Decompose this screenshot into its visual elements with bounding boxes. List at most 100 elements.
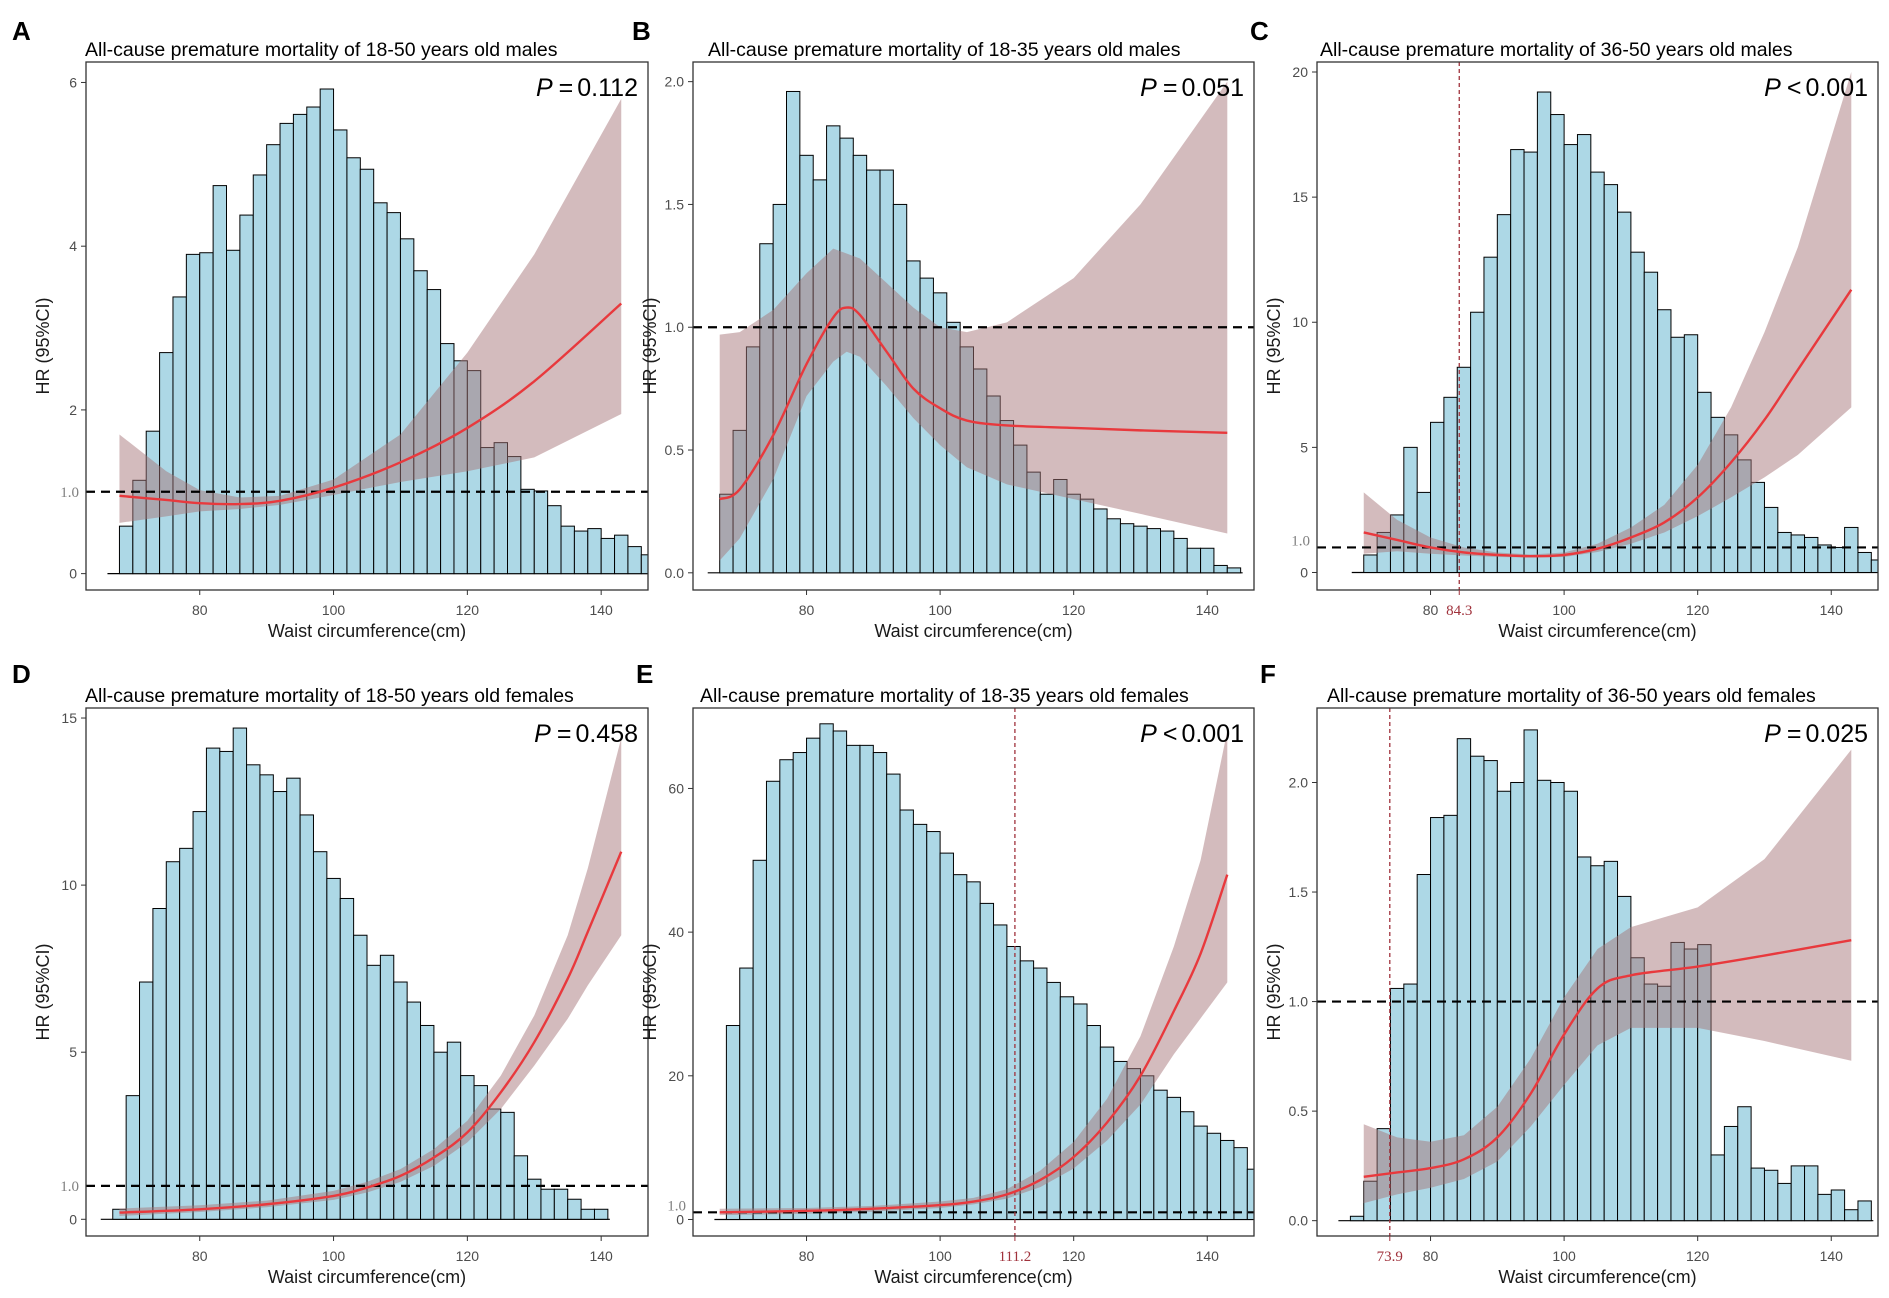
p-operator: < — [1163, 720, 1178, 748]
y-tick-label: 15 — [1292, 189, 1308, 205]
histogram-bar — [1186, 547, 1202, 574]
panel-letter: A — [12, 16, 31, 46]
p-value-annotation: P = 0.458 — [534, 720, 638, 748]
x-tick-label: 120 — [1062, 1248, 1086, 1264]
histogram-bar — [852, 154, 868, 574]
histogram-bar — [232, 727, 248, 1220]
reference-label: 1.0 — [667, 1198, 686, 1214]
y-tick-label: 0 — [69, 566, 77, 582]
plot-frame — [85, 61, 649, 591]
histogram-bar — [1830, 546, 1846, 573]
histogram-bar — [1314, 1212, 1327, 1219]
histogram-bar — [1523, 151, 1538, 573]
plot-frame — [692, 707, 1255, 1237]
histogram-bar — [1146, 528, 1161, 574]
x-tick-label: 140 — [1820, 1248, 1844, 1264]
plot-area — [693, 708, 1327, 1236]
p-value-annotation: P = 0.025 — [1764, 720, 1868, 748]
histogram-bar — [1496, 214, 1512, 573]
p-number: 0.025 — [1805, 720, 1868, 748]
y-tick-label: 6 — [69, 74, 77, 90]
histogram-bar — [266, 144, 281, 575]
histogram-bar — [1059, 996, 1075, 1220]
hr-curve — [119, 302, 623, 506]
histogram-bar — [205, 747, 221, 1220]
histogram-bar — [1213, 564, 1228, 574]
y-axis-label: HR (95%CI) — [1264, 297, 1284, 394]
p-number: 0.001 — [1805, 74, 1868, 102]
histogram-bar — [979, 902, 995, 1220]
histogram-bar — [386, 212, 401, 575]
p-operator: = — [1163, 74, 1178, 102]
reference-label: 1.0 — [1291, 533, 1310, 549]
histogram-bar — [1403, 446, 1418, 573]
p-symbol: P — [1764, 720, 1781, 748]
plot-area — [693, 81, 1254, 574]
histogram-bar — [593, 1208, 609, 1220]
histogram-bar — [1261, 1176, 1274, 1219]
histogram-bar — [1723, 1125, 1739, 1222]
histogram-bar — [567, 1198, 582, 1220]
histogram-bar — [1750, 481, 1765, 573]
histogram-bar — [125, 1095, 141, 1220]
histogram-bar — [259, 774, 274, 1220]
histogram-bar — [1817, 544, 1832, 573]
histogram-bar — [179, 847, 194, 1220]
p-operator: = — [1787, 720, 1802, 748]
panel-letter: D — [12, 659, 31, 689]
histogram-bar — [279, 122, 294, 575]
histogram-bar — [1617, 211, 1632, 573]
histogram-bar — [1470, 311, 1485, 573]
plot-frame — [85, 707, 649, 1237]
histogram-bar — [752, 859, 767, 1220]
y-tick-label: 2.0 — [665, 74, 685, 90]
histogram-bar — [1563, 144, 1578, 573]
chart-title: All-cause premature mortality of 18-50 y… — [85, 39, 558, 61]
p-operator: = — [557, 720, 572, 748]
histogram-bar — [312, 851, 328, 1220]
panel-letter: F — [1260, 659, 1276, 689]
histogram-bar — [859, 744, 874, 1220]
histogram-bar — [219, 750, 234, 1220]
histogram-bar — [399, 238, 415, 575]
histogram-bar — [966, 881, 981, 1220]
histogram-bar — [1603, 860, 1619, 1222]
x-tick-label: 140 — [1196, 1248, 1220, 1264]
p-symbol: P — [534, 720, 551, 748]
p-number: 0.001 — [1181, 720, 1244, 748]
y-tick-label: 10 — [61, 877, 77, 893]
p-number: 0.112 — [577, 74, 638, 102]
x-tick-label: 100 — [1552, 602, 1576, 618]
histogram-bar — [272, 791, 288, 1220]
y-axis-label: HR (95%CI) — [640, 943, 660, 1040]
histogram-bar — [952, 874, 968, 1220]
histogram-bar — [573, 530, 589, 575]
y-tick-label: 5 — [1300, 439, 1308, 455]
x-tick-label: 80 — [1423, 1248, 1439, 1264]
histogram-bar — [560, 525, 575, 575]
x-tick-label: 100 — [1552, 1248, 1576, 1264]
x-tick-label: 80 — [799, 602, 815, 618]
histogram-bar — [1763, 506, 1779, 573]
histogram-bar — [553, 1188, 569, 1220]
x-tick-label: 80 — [192, 602, 208, 618]
histogram-bar — [1006, 945, 1021, 1220]
histogram-bar — [1093, 508, 1108, 574]
histogram-bar — [1193, 1125, 1208, 1220]
y-tick-label: 0.5 — [665, 442, 685, 458]
histogram-bar — [1777, 1182, 1792, 1222]
histogram-bar — [339, 897, 355, 1220]
histogram-bar — [832, 730, 848, 1220]
histogram-bar — [1483, 256, 1498, 573]
plot-area — [1317, 62, 1878, 590]
p-symbol: P — [1764, 74, 1781, 102]
histogram-bar — [306, 106, 321, 575]
y-tick-label: 20 — [1292, 64, 1308, 80]
histogram-bar — [1153, 1089, 1168, 1220]
p-value-annotation: P = 0.112 — [536, 74, 638, 102]
histogram-bar — [1817, 1193, 1832, 1222]
y-tick-label: 1.5 — [1289, 884, 1309, 900]
histogram-bar — [1523, 729, 1538, 1222]
histogram-bar — [587, 528, 602, 575]
histogram-bar — [1603, 184, 1619, 573]
